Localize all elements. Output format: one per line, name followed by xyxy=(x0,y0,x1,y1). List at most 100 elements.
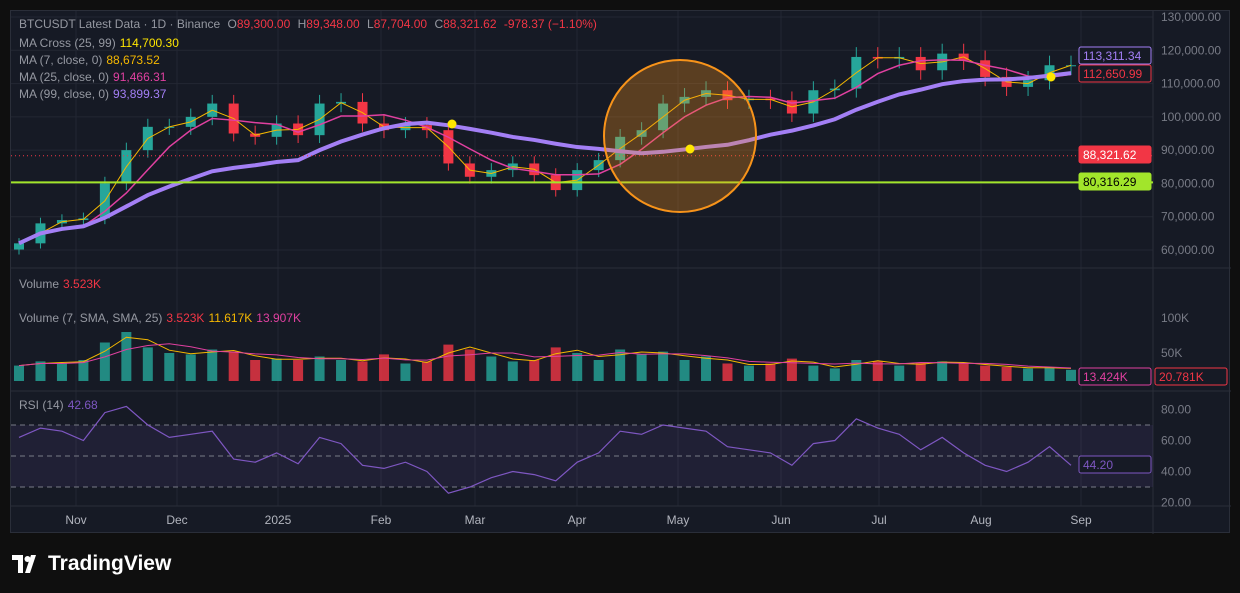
volume-bar xyxy=(572,353,583,381)
time-axis-tick: Mar xyxy=(465,513,486,527)
time-axis-tick: Aug xyxy=(970,513,991,527)
volume-bar xyxy=(701,356,712,381)
ma-cross-value: 114,700.30 xyxy=(119,36,179,50)
time-axis-tick: Feb xyxy=(371,513,392,527)
volume-value: 3.523K xyxy=(63,277,102,291)
tradingview-logo[interactable]: TradingView xyxy=(12,552,171,576)
ma7-line xyxy=(18,56,1072,244)
volume-axis-tick: 50K xyxy=(1161,346,1182,360)
volume-bar xyxy=(765,363,776,381)
volume-ma-price-label: 13.424K xyxy=(1083,370,1128,384)
volume-bar xyxy=(980,365,991,381)
price-axis-tick: 80,000.00 xyxy=(1161,176,1215,190)
rsi-price-label: 44.20 xyxy=(1083,458,1113,472)
volume-bar xyxy=(421,361,432,381)
ma25-value: 91,466.31 xyxy=(113,70,167,84)
price-axis-tick: 130,000.00 xyxy=(1161,11,1221,24)
last-price-label: 88,321.62 xyxy=(1083,148,1137,162)
volume-bar xyxy=(658,351,669,381)
volume-bar xyxy=(615,349,626,381)
open-value: 89,300.00 xyxy=(236,17,291,31)
ma7-legend[interactable]: MA (7, close, 0) 88,673.52 xyxy=(19,53,164,67)
time-axis-tick: Jun xyxy=(771,513,790,527)
volume-price-label-bg xyxy=(1154,367,1228,386)
high-label: H xyxy=(297,17,307,31)
ma-cross-marker xyxy=(447,119,457,129)
volume-bar xyxy=(722,363,733,381)
tradingview-logo-icon xyxy=(12,555,36,573)
volume-bar xyxy=(529,360,540,381)
ma99-price-label-bg xyxy=(1078,46,1152,65)
ma7-value: 88,673.52 xyxy=(106,53,160,67)
volume-bar xyxy=(1066,369,1076,381)
change-value: -978.37 (−1.10%) xyxy=(503,17,597,31)
volume-bar xyxy=(142,347,153,381)
open-label: O xyxy=(227,17,237,31)
volume-legend[interactable]: Volume 3.523K xyxy=(19,277,105,291)
volume-bar xyxy=(550,347,561,381)
volume-ma-value-1: 3.523K xyxy=(166,311,205,325)
low-value: 87,704.00 xyxy=(373,17,428,31)
volume-bar xyxy=(679,360,690,381)
ma99-legend[interactable]: MA (99, close, 0) 93,899.37 xyxy=(19,87,170,101)
ma-cross-legend[interactable]: MA Cross (25, 99) 114,700.30 xyxy=(19,36,183,50)
volume-bar xyxy=(894,365,905,381)
price-axis-tick: 90,000.00 xyxy=(1161,143,1215,157)
volume-bar xyxy=(829,368,840,381)
volume-bar xyxy=(872,361,883,381)
close-value: 88,321.62 xyxy=(443,17,497,31)
volume-bar xyxy=(228,351,239,381)
price-axis-tick: 100,000.00 xyxy=(1161,110,1221,124)
ma25-line xyxy=(18,59,1072,245)
high-value: 89,348.00 xyxy=(306,17,360,31)
volume-bar xyxy=(808,365,819,381)
rsi-axis-tick: 40.00 xyxy=(1161,465,1191,479)
candle xyxy=(14,243,24,250)
symbol-title: BTCUSDT Latest Data · 1D · Binance xyxy=(19,17,221,31)
ma-cross-marker xyxy=(685,144,695,154)
low-label: L xyxy=(367,17,374,31)
volume-bar xyxy=(250,360,261,381)
rsi-legend[interactable]: RSI (14) 42.68 xyxy=(19,398,102,412)
volume-bar xyxy=(271,358,282,381)
volume-ma-value-3: 13.907K xyxy=(256,311,301,325)
volume-label: Volume xyxy=(19,277,60,291)
volume-bar xyxy=(636,354,647,381)
rsi-value: 42.68 xyxy=(67,398,98,412)
brand-name: TradingView xyxy=(48,552,172,575)
volume-ma25-line xyxy=(18,343,1072,369)
symbol-legend: BTCUSDT Latest Data · 1D · Binance O89,3… xyxy=(19,17,601,31)
volume-bar xyxy=(164,353,175,381)
time-axis-tick: Dec xyxy=(166,513,187,527)
volume-bar xyxy=(357,361,368,381)
volume-bar xyxy=(937,361,948,381)
chart-frame[interactable]: 60,000.00 70,000.00 80,000.00 90,000.00 100,… xyxy=(10,10,1231,534)
volume-bar xyxy=(121,332,132,381)
volume-axis-tick: 100K xyxy=(1161,311,1189,325)
time-axis-tick: 2025 xyxy=(265,513,292,527)
ma25-legend[interactable]: MA (25, close, 0) 91,466.31 xyxy=(19,70,170,84)
chart-canvas[interactable]: 60,000.00 70,000.00 80,000.00 90,000.00 100,… xyxy=(11,11,1231,534)
volume-bar xyxy=(1023,368,1034,381)
volume-bar xyxy=(293,360,304,381)
price-axis-tick: 60,000.00 xyxy=(1161,243,1215,257)
time-axis-tick: Sep xyxy=(1070,513,1092,527)
time-axis-tick: Apr xyxy=(568,513,587,527)
ma99-value: 93,899.37 xyxy=(113,87,167,101)
volume-bar xyxy=(314,356,325,381)
volume-bar xyxy=(443,344,454,381)
volume-bar xyxy=(99,342,110,381)
last-price-label-bg xyxy=(1078,145,1152,164)
ma99-line xyxy=(18,71,1072,246)
volume-ma7-line xyxy=(18,336,1072,369)
rsi-axis-tick: 80.00 xyxy=(1161,403,1191,417)
volume-bar xyxy=(400,363,411,381)
rsi-line xyxy=(18,405,1072,494)
circle-annotation xyxy=(603,59,757,213)
volume-bar xyxy=(14,365,24,381)
ma-cross-marker xyxy=(1046,72,1056,82)
volume-ma-legend[interactable]: Volume (7, SMA, SMA, 25) 3.523K 11.617K 13.… xyxy=(19,311,305,325)
volume-ma-value-2: 11.617K xyxy=(208,311,253,325)
rsi-price-label-bg xyxy=(1078,455,1152,474)
ma25-price-label: 112,650.99 xyxy=(1083,67,1142,81)
